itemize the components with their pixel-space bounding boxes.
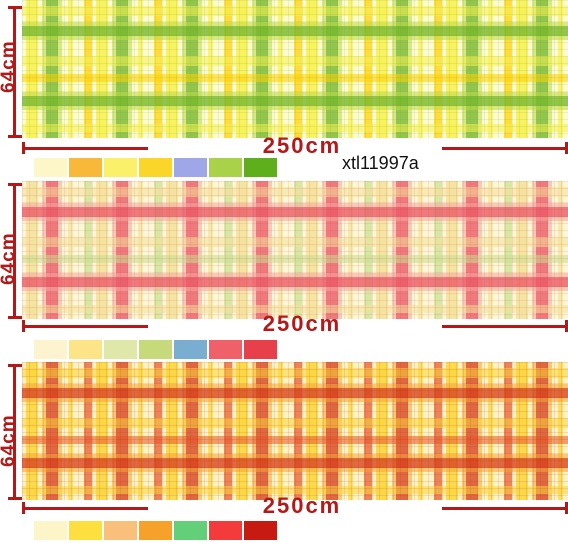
color-swatch [209, 521, 242, 540]
height-label: 64cm [0, 232, 19, 285]
height-ruler [8, 183, 22, 319]
width-label: 250cm [262, 133, 342, 158]
color-swatch [139, 340, 172, 359]
color-swatch [244, 340, 277, 359]
color-swatch [139, 521, 172, 540]
color-swatch [244, 158, 277, 177]
width-ruler: 250cm [22, 313, 568, 335]
color-swatch [209, 340, 242, 359]
plaid-pattern-red [22, 181, 568, 319]
width-ruler: 250cm [22, 135, 568, 157]
height-ruler [8, 364, 22, 500]
color-swatch [174, 340, 207, 359]
color-swatch [174, 158, 207, 177]
color-swatch [69, 521, 102, 540]
height-label: 64cm [0, 414, 19, 467]
width-label: 250cm [262, 493, 342, 518]
width-ruler: 250cm [22, 495, 568, 517]
color-swatch [139, 158, 172, 177]
color-swatch [209, 158, 242, 177]
width-label: 250cm [262, 311, 342, 336]
color-swatch [104, 340, 137, 359]
color-swatch [104, 521, 137, 540]
color-swatch [34, 521, 67, 540]
color-swatch [104, 158, 137, 177]
color-swatch [69, 158, 102, 177]
plaid-pattern-orange [22, 362, 568, 500]
color-swatches [34, 340, 279, 359]
color-swatch [34, 340, 67, 359]
product-code: xtl11997a [342, 153, 419, 173]
color-swatches [34, 158, 279, 177]
color-swatch [174, 521, 207, 540]
height-ruler [8, 6, 22, 138]
height-label: 64cm [0, 40, 19, 93]
color-swatch [244, 521, 277, 540]
color-swatch [34, 158, 67, 177]
color-swatches [34, 521, 279, 540]
plaid-pattern-green [22, 0, 568, 138]
color-swatch [69, 340, 102, 359]
